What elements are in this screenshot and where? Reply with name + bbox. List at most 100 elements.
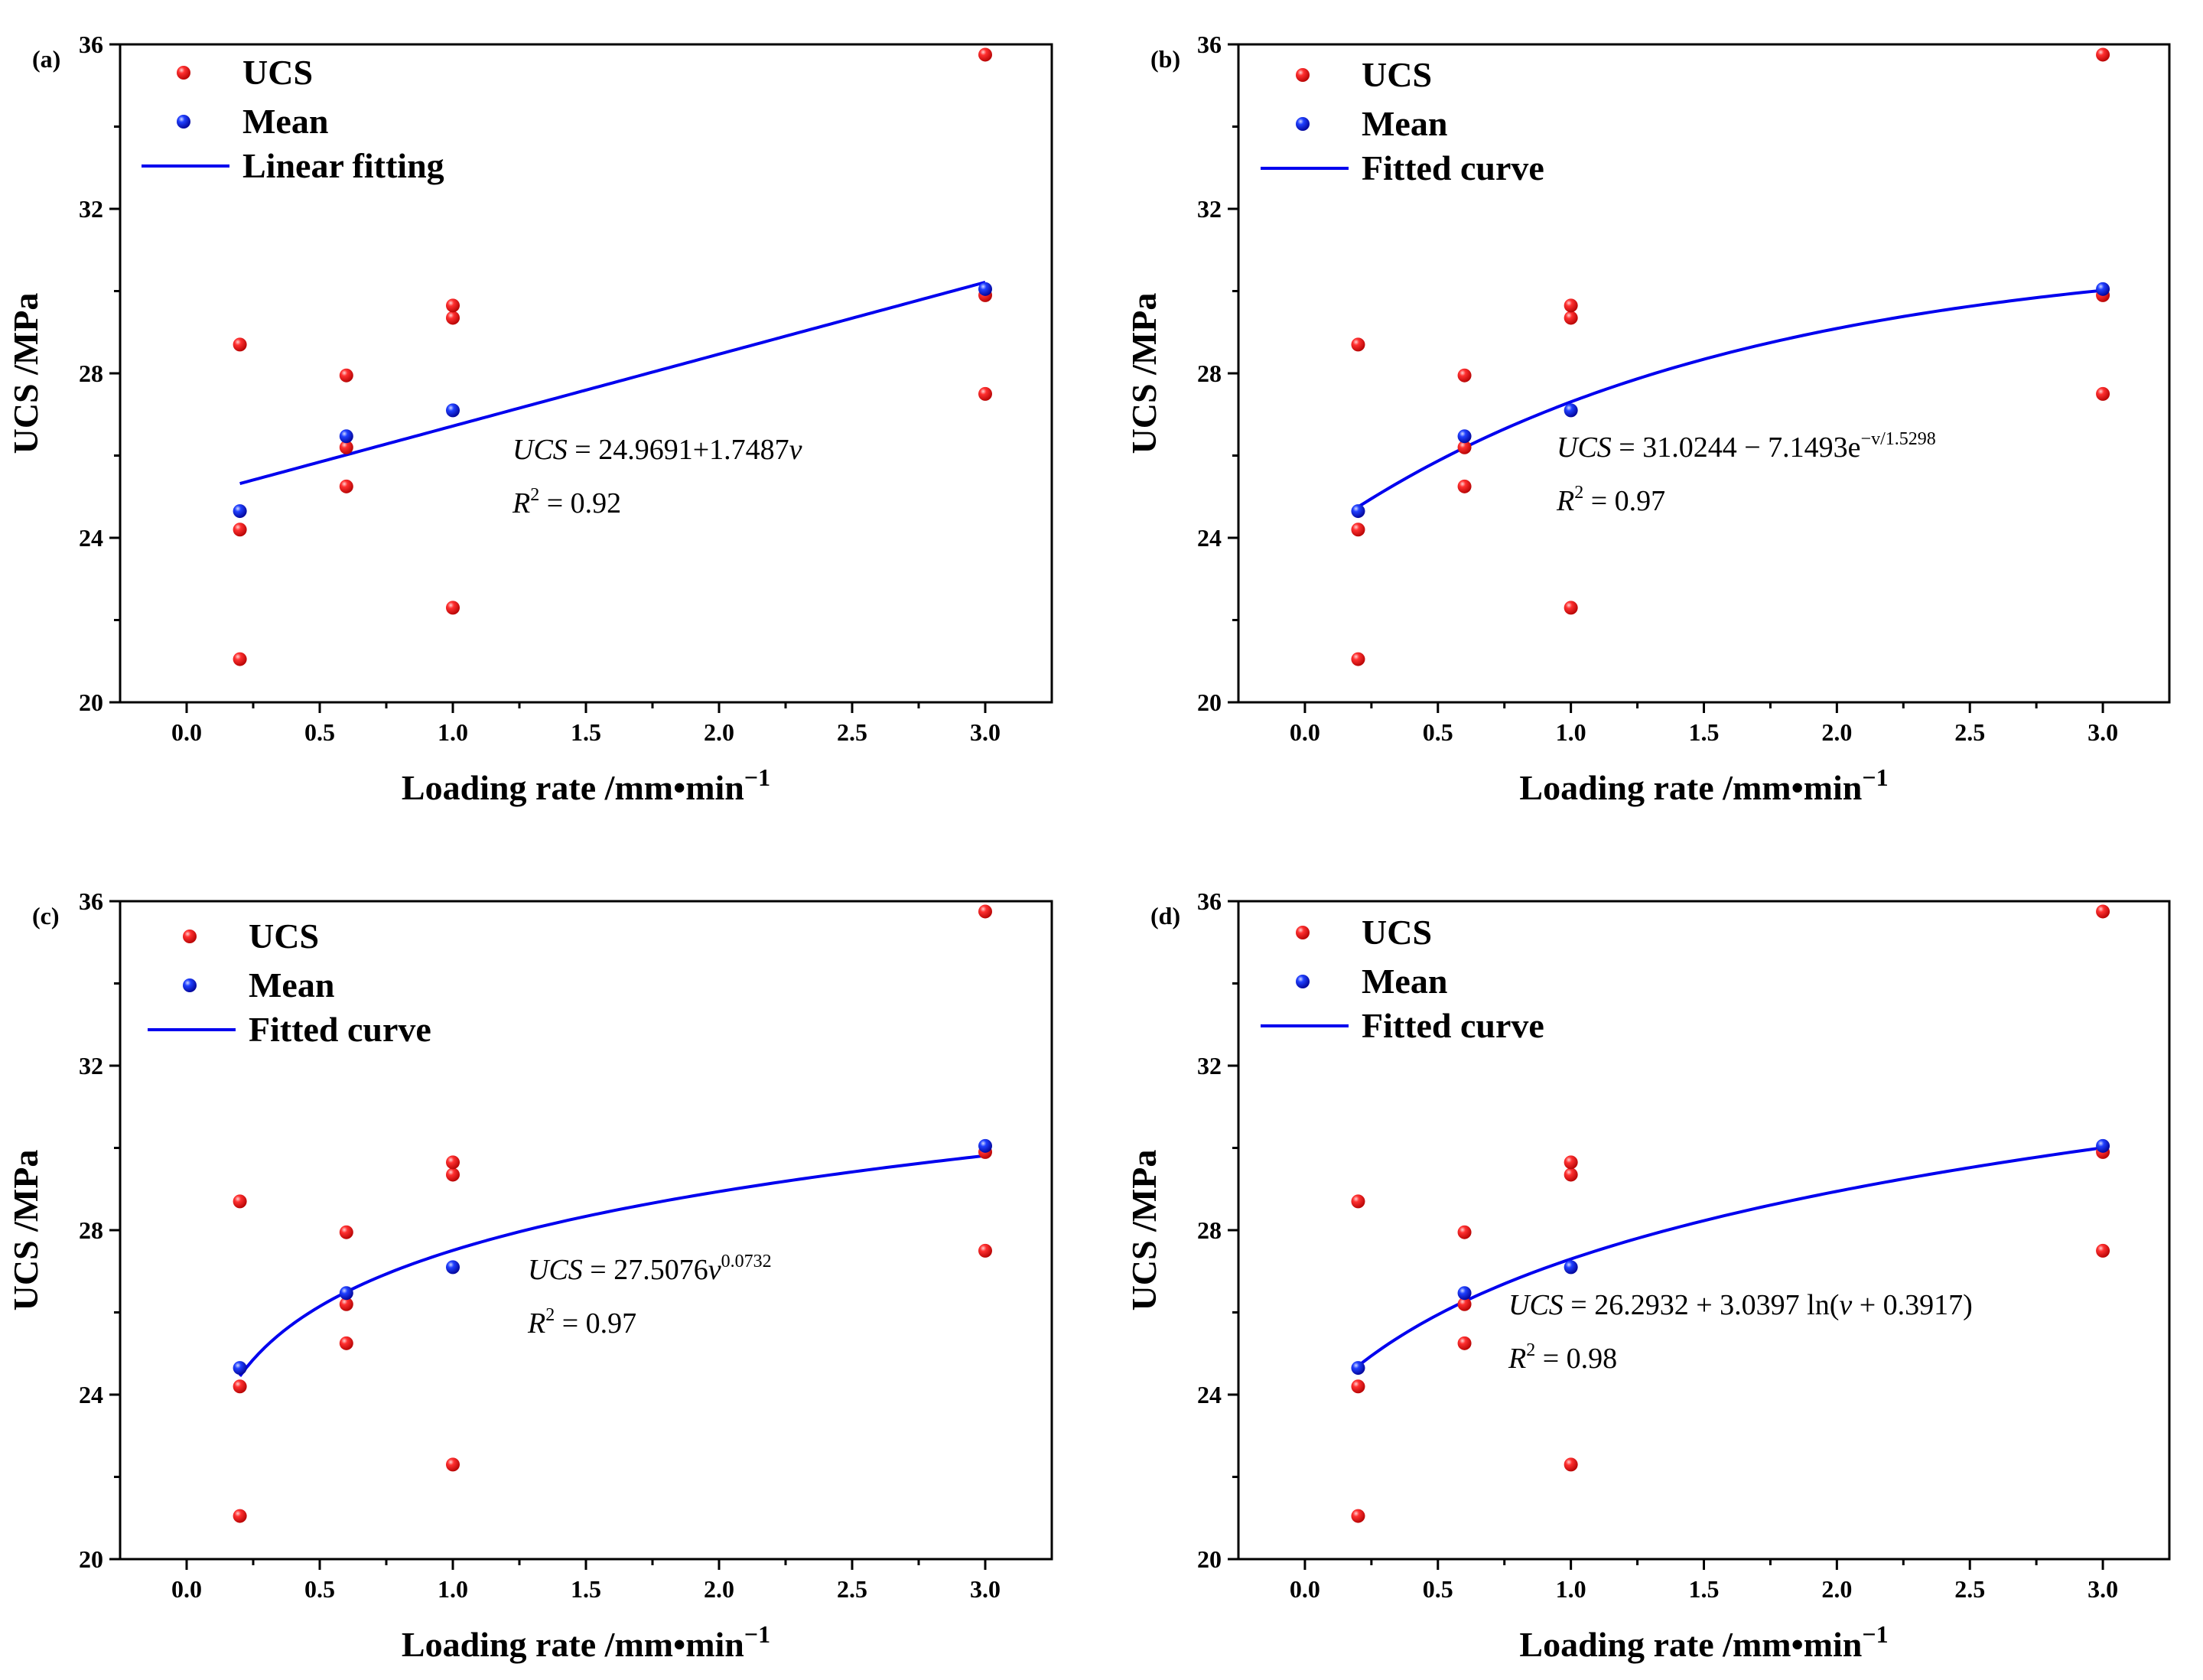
fitted-curve	[239, 1154, 986, 1377]
x-axis-title: Loading rate /mm•min−1	[402, 1620, 770, 1664]
ucs-point	[1564, 298, 1578, 313]
chart-panel-a: (a) 0.0 0.5 1.0 1.5 2.0 2.5 3.0 20 24 28 32 36 Loadin…	[6, 31, 1053, 807]
ucs-point	[1351, 652, 1365, 666]
fitted-curve	[1357, 288, 2104, 509]
x-tick-label: 3.0	[2087, 718, 2118, 746]
x-tick-label: 2.5	[837, 1575, 867, 1603]
ucs-point	[233, 523, 247, 537]
legend: UCS Mean Fitted curve	[1261, 55, 1544, 187]
x-tick-label: 1.0	[438, 1575, 468, 1603]
y-tick-label: 32	[79, 195, 103, 223]
legend-ucs-marker	[1296, 68, 1310, 82]
panel-label: (a)	[32, 45, 60, 73]
legend-fit-label: Fitted curve	[249, 1010, 431, 1049]
ucs-point	[339, 440, 353, 454]
mean-point	[978, 282, 992, 296]
plot-frame	[119, 43, 1053, 704]
legend-ucs-marker	[1296, 926, 1310, 939]
ucs-point	[339, 1225, 353, 1239]
legend-fit-label: Fitted curve	[1362, 1006, 1544, 1045]
x-tick-label: 2.0	[704, 1575, 734, 1603]
mean-point	[1564, 403, 1578, 418]
legend-mean-label: Mean	[249, 965, 334, 1004]
ucs-point	[446, 1167, 460, 1182]
x-tick-label: 0.0	[171, 718, 202, 746]
x-tick-label: 2.5	[837, 718, 867, 746]
fitted-curve	[239, 280, 986, 486]
panel-label: (b)	[1150, 45, 1180, 73]
y-tick-label: 20	[79, 1545, 103, 1573]
panel-label: (d)	[1150, 902, 1180, 930]
ucs-point	[1457, 1225, 1472, 1239]
x-tick-label: 0.0	[171, 1575, 202, 1603]
mean-point	[339, 1286, 353, 1301]
y-axis-title: UCS /MPa	[6, 293, 45, 454]
fit-equation: UCS = 27.5076v0.0732	[528, 1252, 772, 1286]
ucs-point	[446, 311, 460, 325]
x-tick-label: 3.0	[2087, 1575, 2118, 1603]
ucs-point	[978, 47, 992, 62]
ucs-point	[1351, 523, 1365, 537]
legend: UCS Mean Linear fitting	[142, 53, 444, 185]
ucs-point	[233, 1509, 247, 1523]
y-tick-label: 32	[1197, 1052, 1222, 1079]
y-tick-label: 36	[1197, 887, 1222, 915]
mean-point	[1457, 429, 1472, 444]
ucs-point	[1564, 311, 1578, 325]
ucs-point	[1351, 1379, 1365, 1394]
x-tick-label: 1.0	[438, 718, 468, 746]
y-tick-label: 36	[1197, 31, 1222, 58]
mean-point	[978, 1138, 992, 1153]
legend-ucs-label: UCS	[1362, 55, 1432, 94]
chart-panel-d: (d) 0.0 0.5 1.0 1.5 2.0 2.5 3.0 20 24 28 32 36 Loadin…	[1124, 887, 2171, 1664]
ucs-point	[2096, 904, 2110, 919]
x-tick-label: 1.5	[571, 718, 601, 746]
mean-point	[233, 504, 247, 519]
legend-fit-label: Linear fitting	[242, 146, 444, 185]
ucs-point	[446, 1457, 460, 1472]
y-tick-label: 20	[79, 689, 103, 716]
x-tick-label: 2.0	[1821, 718, 1852, 746]
x-tick-label: 1.0	[1556, 1575, 1586, 1603]
ucs-point	[1351, 1194, 1365, 1209]
x-axis-title: Loading rate /mm•min−1	[402, 763, 770, 807]
x-tick-label: 1.5	[1689, 1575, 1720, 1603]
mean-point	[233, 1361, 247, 1376]
x-tick-label: 0.5	[1423, 718, 1453, 746]
legend-mean-label: Mean	[1362, 104, 1447, 143]
x-tick-label: 0.5	[304, 1575, 335, 1603]
y-tick-label: 28	[79, 360, 103, 387]
mean-point	[2096, 282, 2110, 296]
plot-frame	[1237, 43, 2171, 704]
legend-mean-marker	[1296, 975, 1310, 988]
legend-mean-label: Mean	[242, 102, 328, 141]
y-tick-label: 28	[1197, 360, 1222, 387]
chart-panel-c: (c) 0.0 0.5 1.0 1.5 2.0 2.5 3.0 20 24 28 32 36 Loadin…	[6, 887, 1053, 1664]
legend-fit-label: Fitted curve	[1362, 148, 1544, 187]
x-tick-label: 3.0	[970, 718, 1001, 746]
fitted-curve	[1357, 1146, 2104, 1368]
r-squared: R2 = 0.97	[1556, 483, 1665, 517]
y-tick-label: 24	[79, 1381, 103, 1408]
ucs-point	[1457, 368, 1472, 383]
fit-equation: UCS = 31.0244 − 7.1493e−v/1.5298	[1557, 429, 1936, 464]
ucs-point	[2096, 386, 2110, 401]
ucs-point	[1457, 1336, 1472, 1350]
ucs-point	[446, 601, 460, 615]
legend-mean-marker	[177, 115, 190, 129]
chart-panel-b: (b) 0.0 0.5 1.0 1.5 2.0 2.5 3.0 20 24 28 32 36 Loadin…	[1124, 31, 2171, 807]
x-tick-label: 0.0	[1290, 718, 1320, 746]
x-tick-label: 3.0	[970, 1575, 1001, 1603]
y-tick-label: 36	[79, 31, 103, 58]
ucs-point	[1351, 1509, 1365, 1523]
ucs-point	[1564, 601, 1578, 615]
x-tick-label: 0.5	[1423, 1575, 1453, 1603]
ucs-point	[233, 652, 247, 666]
ucs-point	[233, 1194, 247, 1209]
ucs-point	[978, 386, 992, 401]
ucs-point	[233, 1379, 247, 1394]
ucs-point	[1457, 479, 1472, 493]
x-tick-label: 1.0	[1556, 718, 1586, 746]
ucs-point	[1564, 1457, 1578, 1472]
